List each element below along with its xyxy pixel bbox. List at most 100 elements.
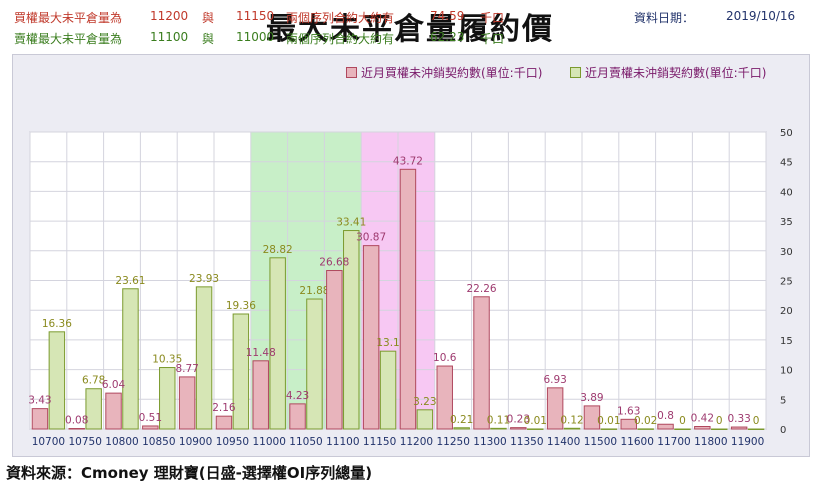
bar-put-11250: [453, 427, 470, 430]
data-label-call-10850: 0.51: [139, 412, 162, 424]
x-tick-label-10700: 10700: [32, 436, 65, 448]
x-tick-label-11400: 11400: [547, 436, 580, 448]
y-tick-label: 30: [780, 247, 793, 258]
bar-call-10850: [142, 425, 159, 430]
bar-put-11000: [269, 257, 286, 430]
data-label-put-10750: 6.78: [82, 375, 105, 387]
bar-put-11350: [527, 428, 544, 430]
data-label-call-11150: 30.87: [356, 232, 386, 244]
data-label-call-11200: 43.72: [393, 155, 423, 167]
data-label-call-11000: 11.48: [246, 347, 276, 359]
data-label-call-11100: 26.68: [319, 257, 349, 269]
data-label-put-11300: 0.11: [487, 414, 510, 426]
bar-call-11100: [326, 270, 343, 430]
data-label-call-11400: 6.93: [543, 374, 566, 386]
bar-put-10850: [159, 367, 176, 430]
bar-call-11050: [289, 403, 306, 430]
x-tick-label-11500: 11500: [584, 436, 617, 448]
call-row-strike2: 11150: [236, 9, 275, 23]
x-tick-label-11100: 11100: [326, 436, 359, 448]
bar-call-11500: [583, 405, 601, 430]
data-label-put-11700: 0: [679, 415, 686, 427]
data-label-put-10900: 23.93: [189, 273, 219, 285]
bar-call-11400: [546, 387, 564, 430]
bar-put-11800: [711, 428, 728, 430]
legend-put-label: 近月賣權未沖銷契約數(單位:千口): [585, 66, 767, 80]
data-label-put-10850: 10.35: [152, 354, 182, 366]
bar-put-11200: [416, 409, 434, 430]
bar-put-11300: [490, 427, 507, 430]
x-tick-label-10800: 10800: [105, 436, 138, 448]
y-tick-label: 25: [780, 277, 793, 288]
put-row-desc: 兩個序列合約大約有: [286, 32, 395, 46]
data-label-put-11150: 13.1: [376, 337, 399, 349]
x-tick-label-11700: 11700: [657, 436, 690, 448]
data-label-put-11800: 0: [716, 415, 723, 427]
bar-put-11100: [343, 230, 360, 430]
data-label-call-11900: 0.33: [727, 413, 750, 425]
bar-put-10900: [195, 286, 213, 430]
x-tick-label-11000: 11000: [252, 436, 285, 448]
y-tick-label: 10: [780, 366, 793, 377]
x-tick-label-11800: 11800: [694, 436, 727, 448]
x-tick-label-10950: 10950: [216, 436, 249, 448]
put-row-strike2: 11000: [236, 30, 275, 44]
data-label-put-11000: 28.82: [263, 244, 293, 256]
legend-call: 近月買權未沖銷契約數(單位:千口): [346, 64, 542, 81]
y-tick-label: 5: [780, 395, 786, 406]
y-tick-label: 40: [780, 187, 793, 198]
x-tick-label-10850: 10850: [142, 436, 175, 448]
bar-call-10750: [68, 428, 85, 430]
y-tick-label: 15: [780, 336, 793, 347]
call-row-conj: 與: [202, 11, 215, 25]
put-row-label: 賣權最大未平倉量為: [14, 32, 123, 46]
bar-put-11050: [306, 298, 323, 430]
bar-call-11250: [436, 365, 453, 430]
put-row-unit: 千口: [480, 32, 505, 46]
bar-call-11900: [730, 426, 748, 430]
x-tick-label-10750: 10750: [68, 436, 101, 448]
data-label-call-10950: 2.16: [212, 402, 236, 414]
bar-call-11800: [694, 426, 711, 430]
legend-call-label: 近月買權未沖銷契約數(單位:千口): [361, 66, 543, 80]
data-label-put-11900: 0: [753, 415, 760, 427]
bar-call-11350: [510, 427, 527, 430]
bar-put-10700: [48, 331, 66, 430]
bar-put-10750: [85, 388, 102, 430]
bar-call-11300: [473, 296, 490, 430]
bar-call-11000: [252, 360, 269, 430]
data-label-call-11800: 0.42: [691, 413, 714, 425]
data-label-call-10900: 8.77: [175, 363, 198, 375]
bar-put-11500: [600, 428, 618, 430]
y-tick-label: 50: [780, 128, 793, 139]
x-tick-label-11050: 11050: [289, 436, 322, 448]
data-label-call-11300: 22.26: [467, 283, 497, 295]
bar-put-11150: [379, 350, 397, 430]
data-date-label: 資料日期：: [634, 11, 695, 25]
x-tick-label-11900: 11900: [731, 436, 764, 448]
call-row-amount: 74.59: [430, 9, 465, 23]
data-label-call-11500: 3.89: [580, 392, 603, 404]
legend-call-swatch: [346, 67, 357, 78]
data-label-call-10800: 6.04: [102, 379, 126, 391]
bar-call-11700: [657, 423, 674, 430]
bar-put-11900: [747, 428, 765, 430]
data-label-call-11050: 4.23: [286, 390, 309, 402]
data-label-put-11500: 0.01: [597, 415, 620, 427]
data-label-call-10750: 0.08: [65, 415, 88, 427]
put-row-amount: 62.23: [430, 30, 465, 44]
call-row-label: 買權最大未平倉量為: [14, 11, 123, 25]
call-row-strike1: 11200: [150, 9, 189, 23]
x-tick-label-11350: 11350: [510, 436, 543, 448]
bar-call-10900: [178, 376, 196, 430]
bar-put-10800: [122, 288, 139, 430]
data-label-call-11350: 0.23: [507, 414, 530, 426]
bar-call-11200: [399, 168, 417, 430]
x-tick-label-11150: 11150: [363, 436, 396, 448]
data-label-put-11200: 3.23: [413, 396, 436, 408]
x-tick-label-11200: 11200: [400, 436, 433, 448]
call-row-desc: 兩個序列合約大約有: [286, 11, 395, 25]
y-tick-label: 0: [780, 425, 786, 436]
data-label-call-10700: 3.43: [28, 395, 51, 407]
data-label-put-11600: 0.02: [634, 415, 657, 427]
